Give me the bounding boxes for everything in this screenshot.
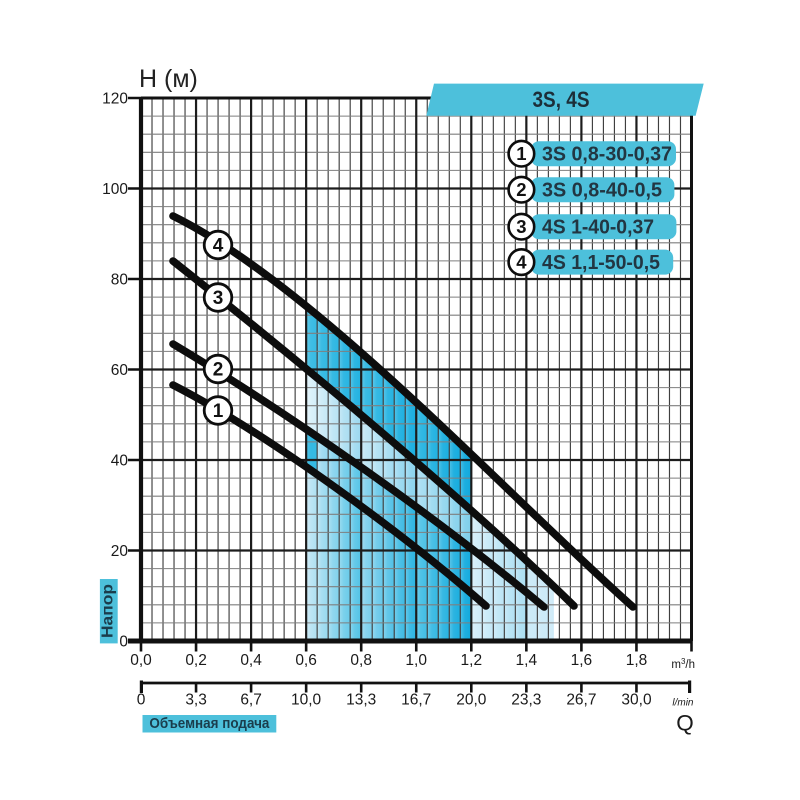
svg-text:4S 1,1-50-0,5: 4S 1,1-50-0,5 bbox=[542, 252, 660, 274]
svg-text:3: 3 bbox=[516, 216, 526, 237]
svg-text:3S 0,8-30-0,37: 3S 0,8-30-0,37 bbox=[542, 144, 672, 166]
svg-text:3S 0,8-40-0,5: 3S 0,8-40-0,5 bbox=[542, 180, 662, 202]
svg-text:20: 20 bbox=[111, 543, 129, 560]
svg-text:1: 1 bbox=[516, 143, 526, 164]
svg-text:H (м): H (м) bbox=[139, 65, 198, 93]
svg-text:1,0: 1,0 bbox=[405, 652, 427, 669]
svg-text:0,6: 0,6 bbox=[295, 652, 317, 669]
svg-text:Q: Q bbox=[676, 711, 694, 736]
svg-text:2: 2 bbox=[516, 179, 526, 200]
svg-text:Напор: Напор bbox=[100, 584, 117, 638]
svg-text:10,0: 10,0 bbox=[291, 692, 322, 709]
svg-text:1,2: 1,2 bbox=[461, 652, 483, 669]
svg-text:4: 4 bbox=[516, 251, 527, 272]
svg-text:1,6: 1,6 bbox=[571, 652, 593, 669]
svg-text:40: 40 bbox=[111, 452, 129, 469]
svg-text:0: 0 bbox=[119, 633, 128, 650]
svg-text:m3/h: m3/h bbox=[671, 657, 695, 671]
svg-text:3S, 4S: 3S, 4S bbox=[533, 87, 590, 112]
svg-text:1,4: 1,4 bbox=[516, 652, 538, 669]
svg-text:0: 0 bbox=[137, 692, 146, 709]
svg-text:Объемная подача: Объемная подача bbox=[149, 716, 270, 732]
svg-text:60: 60 bbox=[111, 362, 129, 379]
svg-text:80: 80 bbox=[111, 271, 129, 288]
svg-text:100: 100 bbox=[102, 181, 128, 198]
svg-text:2: 2 bbox=[213, 360, 224, 381]
svg-text:120: 120 bbox=[102, 90, 128, 107]
svg-text:23,3: 23,3 bbox=[511, 692, 541, 709]
svg-text:4S 1-40-0,37: 4S 1-40-0,37 bbox=[542, 217, 654, 239]
svg-text:16,7: 16,7 bbox=[401, 692, 431, 709]
svg-text:30,0: 30,0 bbox=[621, 692, 652, 709]
svg-text:3: 3 bbox=[213, 288, 224, 309]
svg-text:l/min: l/min bbox=[672, 698, 694, 709]
svg-text:4: 4 bbox=[213, 236, 224, 257]
svg-text:6,7: 6,7 bbox=[240, 692, 262, 709]
svg-text:1: 1 bbox=[213, 401, 224, 422]
svg-text:1,8: 1,8 bbox=[626, 652, 648, 669]
svg-text:0,8: 0,8 bbox=[350, 652, 372, 669]
svg-text:0,0: 0,0 bbox=[130, 652, 152, 669]
svg-text:13,3: 13,3 bbox=[346, 692, 376, 709]
svg-text:26,7: 26,7 bbox=[566, 692, 596, 709]
svg-text:0,2: 0,2 bbox=[185, 652, 207, 669]
svg-text:3,3: 3,3 bbox=[185, 692, 207, 709]
svg-text:20,0: 20,0 bbox=[456, 692, 487, 709]
svg-text:0,4: 0,4 bbox=[240, 652, 262, 669]
